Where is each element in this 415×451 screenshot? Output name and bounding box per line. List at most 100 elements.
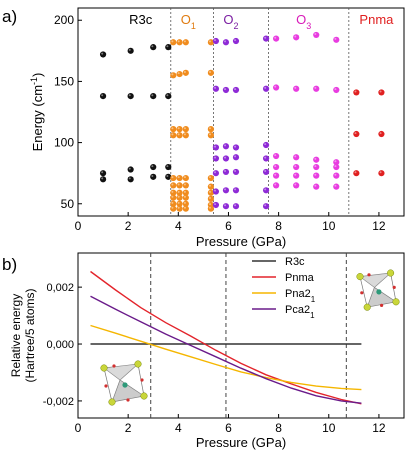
point-highlight: [209, 184, 212, 187]
crystal-atom-center: [376, 289, 382, 295]
crystal-atom-oxygen: [367, 273, 371, 277]
point-highlight: [274, 173, 277, 176]
point-highlight: [224, 204, 227, 207]
crystal-atom-oxygen: [392, 285, 396, 289]
data-point-r3c: [127, 47, 134, 54]
point-highlight: [234, 145, 237, 148]
point-highlight: [214, 203, 217, 206]
data-point-o1: [182, 205, 189, 212]
point-highlight: [314, 86, 317, 89]
crystal-atom: [387, 269, 395, 277]
data-point-o3: [273, 172, 280, 179]
x-tick-label-a: 8: [275, 219, 282, 233]
data-point-o1: [170, 174, 177, 182]
data-point-o3: [313, 163, 320, 171]
ticks-a: 0 2 4 6 8 10 12 50 100 150 200: [54, 13, 386, 233]
point-highlight: [171, 201, 174, 204]
point-highlight: [224, 144, 227, 147]
point-highlight: [314, 184, 317, 187]
phonon-energy-chart: 0 2 4 6 8 10 12 50 100 150 200 R3c O1 O2 O3 Pnma Press…: [29, 7, 405, 249]
data-point-o1: [176, 70, 183, 78]
crystal-octahedron: [112, 380, 144, 402]
point-highlight: [183, 127, 186, 130]
data-point-o2: [262, 141, 270, 149]
phase-label-4: Pnma: [359, 12, 394, 27]
x-tick-label-a: 12: [372, 219, 386, 233]
point-highlight: [234, 155, 237, 158]
data-point-o1: [176, 182, 183, 189]
point-highlight: [234, 88, 237, 91]
y-tick-label-a: 150: [54, 74, 74, 88]
data-point-o2: [222, 203, 230, 210]
point-highlight: [214, 156, 217, 159]
data-point-o3: [293, 182, 300, 189]
point-highlight: [214, 189, 217, 192]
point-highlight: [177, 201, 180, 204]
data-point-pnma: [353, 170, 360, 177]
y-tick-label-a: 100: [54, 136, 74, 150]
point-highlight: [183, 176, 186, 179]
crystal-octahedron: [360, 273, 391, 288]
point-highlight: [209, 70, 212, 73]
crystal-atom-center: [122, 382, 128, 388]
x-tick-label-b: 4: [175, 421, 182, 435]
point-highlight: [171, 176, 174, 179]
point-highlight: [171, 206, 174, 209]
point-highlight: [101, 177, 104, 180]
point-highlight: [264, 204, 267, 207]
crystal-edge: [359, 276, 368, 308]
point-highlight: [294, 155, 297, 158]
data-point-o1: [207, 195, 215, 202]
data-point-o3: [273, 35, 280, 42]
plot-frame-b: [77, 252, 405, 419]
point-highlight: [128, 177, 131, 180]
point-highlight: [334, 37, 337, 40]
point-highlight: [128, 94, 131, 97]
data-point-r3c: [99, 176, 107, 183]
y-axis-label-b: Relative energy: [9, 294, 23, 377]
data-point-r3c: [165, 173, 172, 180]
legend-entry: Pca21: [285, 304, 315, 320]
crystal-atom: [100, 364, 108, 372]
point-highlight: [151, 165, 154, 168]
phase-label-2: O2: [223, 12, 238, 31]
point-highlight: [183, 133, 186, 136]
point-highlight: [171, 133, 174, 136]
data-point-r3c: [99, 170, 107, 177]
data-point-o1: [207, 205, 215, 212]
x-tick-label-a: 2: [125, 219, 132, 233]
point-highlight: [101, 171, 104, 174]
point-highlight: [209, 127, 212, 130]
data-point-pnma: [353, 89, 360, 96]
data-point-o1: [182, 194, 189, 201]
data-point-o3: [313, 85, 320, 92]
data-point-o3: [293, 34, 300, 41]
point-highlight: [151, 174, 154, 177]
crystal-structure-icon-right: [356, 269, 400, 311]
point-highlight: [264, 188, 267, 191]
point-highlight: [171, 190, 174, 193]
data-point-o3: [333, 172, 340, 179]
data-point-o2: [232, 187, 240, 194]
data-point-o2: [262, 168, 270, 176]
point-highlight: [234, 39, 237, 42]
panel-a-label: a): [2, 7, 17, 26]
point-highlight: [166, 174, 169, 177]
point-highlight: [334, 165, 337, 168]
point-highlight: [128, 48, 131, 51]
data-point-r3c: [150, 44, 157, 51]
point-highlight: [264, 143, 267, 146]
data-point-o2: [232, 144, 240, 151]
crystal-atom: [134, 360, 142, 368]
phase-label-0: R3c: [129, 12, 153, 27]
point-highlight: [209, 196, 212, 199]
point-highlight: [224, 188, 227, 191]
crystal-atom: [140, 392, 148, 400]
series-line-pna2: [90, 324, 362, 391]
data-point-o2: [212, 37, 220, 45]
crystal-atom: [363, 303, 371, 311]
data-point-o1: [176, 132, 183, 139]
point-highlight: [379, 171, 382, 174]
data-point-o1: [182, 126, 189, 133]
